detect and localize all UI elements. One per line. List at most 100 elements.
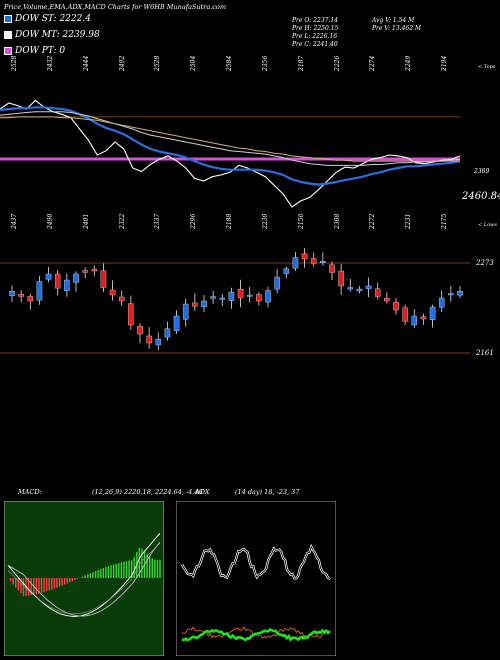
adx-line-inner — [181, 545, 331, 580]
candle-body — [219, 297, 226, 300]
candle-top-tick: 2156 — [297, 213, 305, 229]
candle-top-tick: 2308 — [333, 213, 341, 229]
stat-pre-volume: Pre V: 13.462 M — [372, 25, 422, 32]
candle-body — [347, 287, 354, 290]
candle-top-tick: 2272 — [369, 213, 377, 229]
candle-top-tick: 2231 — [405, 213, 413, 229]
ema-series-fast — [0, 106, 461, 186]
adx-frame — [176, 501, 336, 656]
ema-right-label-2: 2460.84 — [462, 191, 500, 202]
legend-swatch-pt — [4, 46, 12, 55]
candle-body — [164, 328, 171, 338]
candle-body — [36, 281, 43, 301]
candle-body — [155, 339, 162, 346]
macd-aux-line — [7, 542, 161, 615]
lows-label: < Lows — [478, 222, 497, 228]
candle-top-tick: 2490 — [46, 213, 54, 229]
stats-volume: Avg V: 1.54 M Pre V: 13.462 M — [372, 17, 421, 33]
macd-title: MACD: — [18, 488, 42, 496]
adx-chart — [176, 501, 336, 656]
candle-body — [429, 306, 436, 320]
ema-chart — [0, 99, 461, 208]
candle-body — [274, 276, 280, 290]
candle-body — [338, 270, 344, 287]
candle-right-label-2: 2161 — [476, 349, 494, 357]
candle-body — [237, 289, 244, 299]
candle-body — [201, 300, 207, 307]
candle-body — [320, 261, 326, 263]
candle-body — [45, 273, 52, 280]
stat-pre-high: Pre H: 2250.15 — [292, 25, 339, 32]
adx-di-plus-line — [181, 628, 331, 642]
candle-body — [118, 296, 125, 302]
candle-body — [310, 258, 317, 264]
legend-label-pt: DOW PT: 0 — [15, 45, 66, 56]
candle-body — [192, 302, 198, 307]
candle-body — [438, 297, 445, 308]
stat-avg-volume: Avg V: 1.54 M — [372, 17, 415, 24]
candle-body — [374, 288, 381, 297]
legend-label-st: DOW ST: 2222.4 — [15, 13, 91, 24]
candle-body — [365, 285, 372, 289]
candle-top-tick: 2437 — [11, 213, 18, 229]
candle-body — [292, 257, 299, 269]
candle-body — [393, 301, 399, 311]
chart-title: Price,Volume,EMA,ADX,MACD Charts for W6H… — [4, 3, 227, 11]
stats-block: Pre O: 2237.14 Pre H: 2250.15 Pre L: 222… — [292, 17, 338, 49]
candle-body — [91, 268, 98, 272]
candle-body — [64, 279, 70, 291]
candle-body — [100, 270, 107, 288]
candle-body — [228, 291, 235, 301]
candle-body — [18, 293, 24, 297]
legend-swatch-mt — [4, 30, 12, 39]
candle-body — [210, 296, 216, 299]
candle-body — [356, 288, 363, 292]
candle-body — [146, 335, 152, 344]
candle-top-ticks: 2437 2490 2401 2322 2337 2296 2188 2230 2156 2308… — [0, 0, 500, 240]
candle-body — [329, 264, 335, 273]
macd-line — [7, 532, 161, 617]
candle-body — [182, 303, 189, 320]
candle-body — [256, 294, 262, 302]
stat-pre-close: Pre C: 2241.40 — [292, 41, 338, 48]
candle-body — [73, 273, 79, 283]
candle-right-label-1: 2273 — [476, 259, 494, 267]
candle-body — [420, 316, 427, 320]
legend-swatch-st — [4, 14, 12, 23]
candle-chart — [0, 248, 470, 354]
candle-top-tick: 2296 — [190, 213, 198, 229]
candle-body — [384, 298, 390, 302]
macd-chart — [4, 501, 164, 656]
candle-body — [283, 268, 290, 274]
macd-signal-line — [7, 541, 161, 617]
candle-top-tick: 2401 — [82, 213, 90, 229]
ema-series-close — [0, 99, 461, 208]
adx-title: ADX — [195, 488, 210, 496]
candle-top-tick: 2230 — [261, 213, 269, 229]
candle-body — [265, 290, 271, 303]
macd-values: (12,26,9) 2220.18, 2224.64, -4.46 — [92, 488, 203, 496]
candle-top-tick: 2188 — [226, 213, 233, 229]
candle-body — [246, 294, 253, 297]
adx-values: (14 day) 18, -23, 37 — [235, 488, 300, 496]
tops-label: < Tops — [478, 64, 496, 70]
candle-body — [109, 289, 116, 296]
candle-body — [54, 273, 61, 289]
candle-top-tick: 2175 — [441, 213, 448, 229]
candle-top-tick: 2322 — [118, 213, 126, 229]
stat-pre-open: Pre O: 2237.14 — [292, 17, 339, 24]
legend-item-mt: DOW MT: 2239.98 — [4, 29, 100, 40]
legend-item-st: DOW ST: 2222.4 — [4, 13, 100, 24]
candle-body — [402, 307, 408, 322]
candle-body — [411, 315, 418, 326]
legend: DOW ST: 2222.4 DOW MT: 2239.98 DOW PT: 0 — [4, 13, 100, 56]
legend-item-pt: DOW PT: 0 — [4, 45, 100, 56]
candle-top-tick: 2337 — [154, 213, 162, 229]
candle-body — [137, 325, 143, 335]
ema-right-label-1: 2389 — [474, 168, 490, 175]
candle-body — [9, 291, 15, 296]
candle-body — [301, 253, 308, 260]
candle-body — [27, 296, 34, 302]
stat-pre-low: Pre L: 2226.16 — [292, 33, 338, 40]
ema-series-slow — [0, 116, 460, 162]
